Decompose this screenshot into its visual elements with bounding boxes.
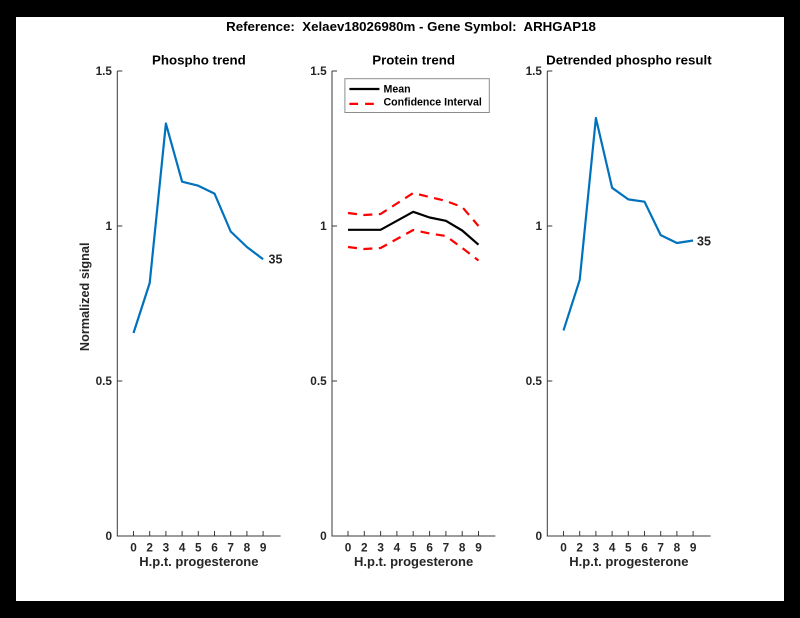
svg-text:Phospho trend: Phospho trend: [152, 53, 246, 68]
svg-text:6: 6: [641, 541, 648, 555]
svg-text:Protein trend: Protein trend: [372, 53, 455, 68]
svg-text:8: 8: [459, 541, 466, 555]
svg-text:H.p.t. progesterone: H.p.t. progesterone: [569, 554, 688, 569]
svg-text:9: 9: [690, 541, 697, 555]
svg-text:1.5: 1.5: [310, 64, 327, 78]
svg-text:5: 5: [195, 541, 202, 555]
svg-text:0.5: 0.5: [96, 374, 113, 388]
svg-text:7: 7: [657, 541, 664, 555]
svg-text:9: 9: [260, 541, 267, 555]
svg-text:2: 2: [361, 541, 368, 555]
svg-text:Normalized signal: Normalized signal: [78, 243, 92, 352]
svg-text:0.5: 0.5: [526, 374, 543, 388]
svg-text:3: 3: [163, 541, 170, 555]
svg-text:8: 8: [244, 541, 251, 555]
svg-text:0: 0: [345, 541, 352, 555]
svg-text:Detrended phospho result: Detrended phospho result: [546, 53, 712, 68]
svg-text:4: 4: [609, 541, 616, 555]
svg-text:H.p.t. progesterone: H.p.t. progesterone: [354, 554, 473, 569]
svg-text:7: 7: [443, 541, 450, 555]
svg-text:6: 6: [211, 541, 218, 555]
svg-text:0.5: 0.5: [310, 374, 327, 388]
svg-text:0: 0: [130, 541, 137, 555]
svg-text:1: 1: [535, 219, 542, 233]
svg-text:1.5: 1.5: [526, 64, 543, 78]
svg-text:35: 35: [269, 253, 283, 267]
svg-text:Reference: Xelaev18026980m -: Reference: Xelaev18026980m - Gene Symbol…: [226, 19, 596, 34]
svg-text:9: 9: [475, 541, 482, 555]
svg-text:3: 3: [377, 541, 384, 555]
svg-text:Mean: Mean: [384, 84, 411, 96]
svg-text:5: 5: [410, 541, 417, 555]
svg-text:0: 0: [320, 529, 327, 543]
svg-text:8: 8: [674, 541, 681, 555]
svg-text:H.p.t. progesterone: H.p.t. progesterone: [139, 554, 258, 569]
svg-text:0: 0: [105, 529, 112, 543]
svg-text:3: 3: [593, 541, 600, 555]
svg-text:2: 2: [146, 541, 153, 555]
svg-text:5: 5: [625, 541, 632, 555]
svg-text:4: 4: [394, 541, 401, 555]
svg-text:4: 4: [179, 541, 186, 555]
svg-text:Confidence Interval: Confidence Interval: [384, 97, 482, 109]
svg-text:6: 6: [426, 541, 433, 555]
svg-text:0: 0: [535, 529, 542, 543]
svg-text:1: 1: [105, 219, 112, 233]
svg-text:7: 7: [227, 541, 234, 555]
svg-text:35: 35: [697, 235, 711, 249]
svg-text:0: 0: [560, 541, 567, 555]
svg-text:1.5: 1.5: [96, 64, 113, 78]
svg-text:1: 1: [320, 219, 327, 233]
svg-text:2: 2: [576, 541, 583, 555]
